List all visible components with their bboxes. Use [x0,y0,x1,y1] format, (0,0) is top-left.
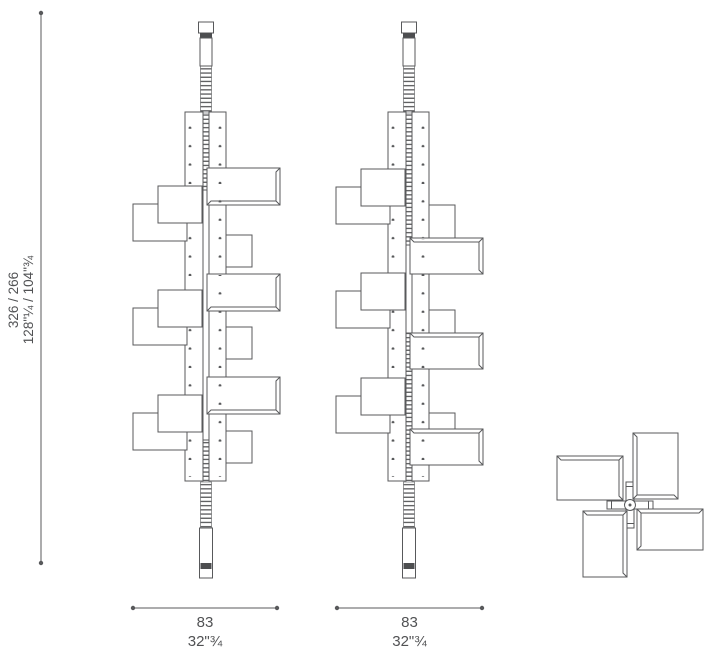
top-view-shelf-west [556,455,624,501]
side-view-unit [335,21,484,579]
back-shelves [225,234,253,464]
height-dimension-imperial: 128"¼ / 104"¾ [21,255,36,344]
top-view-shelf-north [632,432,679,500]
pole-thread [405,113,413,245]
top-view [556,432,704,578]
dimension-end-dot [130,605,136,611]
dimension-end-dot [479,605,485,611]
top-view-shelf-south [582,510,628,578]
side-width-imperial: 32"¾ [392,633,427,650]
width-dimension-front: 83 32"¾ [130,605,280,650]
right-shelves [206,167,281,415]
width-dimension-side: 83 32"¾ [334,605,485,650]
dimension-end-dot [334,605,340,611]
pole-thread [202,113,210,190]
left-shelves [335,168,406,434]
side-width-metric: 83 [401,614,418,631]
pole-center-dot [628,503,632,507]
pole-thread [202,440,210,482]
height-dimension: 326 / 266 128"¼ / 104"¾ [6,10,44,566]
height-dimension-metric: 326 / 266 [6,272,21,328]
left-shelves [132,185,203,451]
front-view-unit [132,21,281,579]
pole-thread [405,333,413,481]
screw-holes-right [420,121,426,477]
dimension-end-dot [38,560,44,566]
dimension-end-dot [38,10,44,16]
dimension-end-dot [274,605,280,611]
front-width-metric: 83 [197,614,214,631]
top-view-shelf-east [636,508,704,551]
right-shelves [409,237,484,466]
front-width-imperial: 32"¾ [188,633,223,650]
